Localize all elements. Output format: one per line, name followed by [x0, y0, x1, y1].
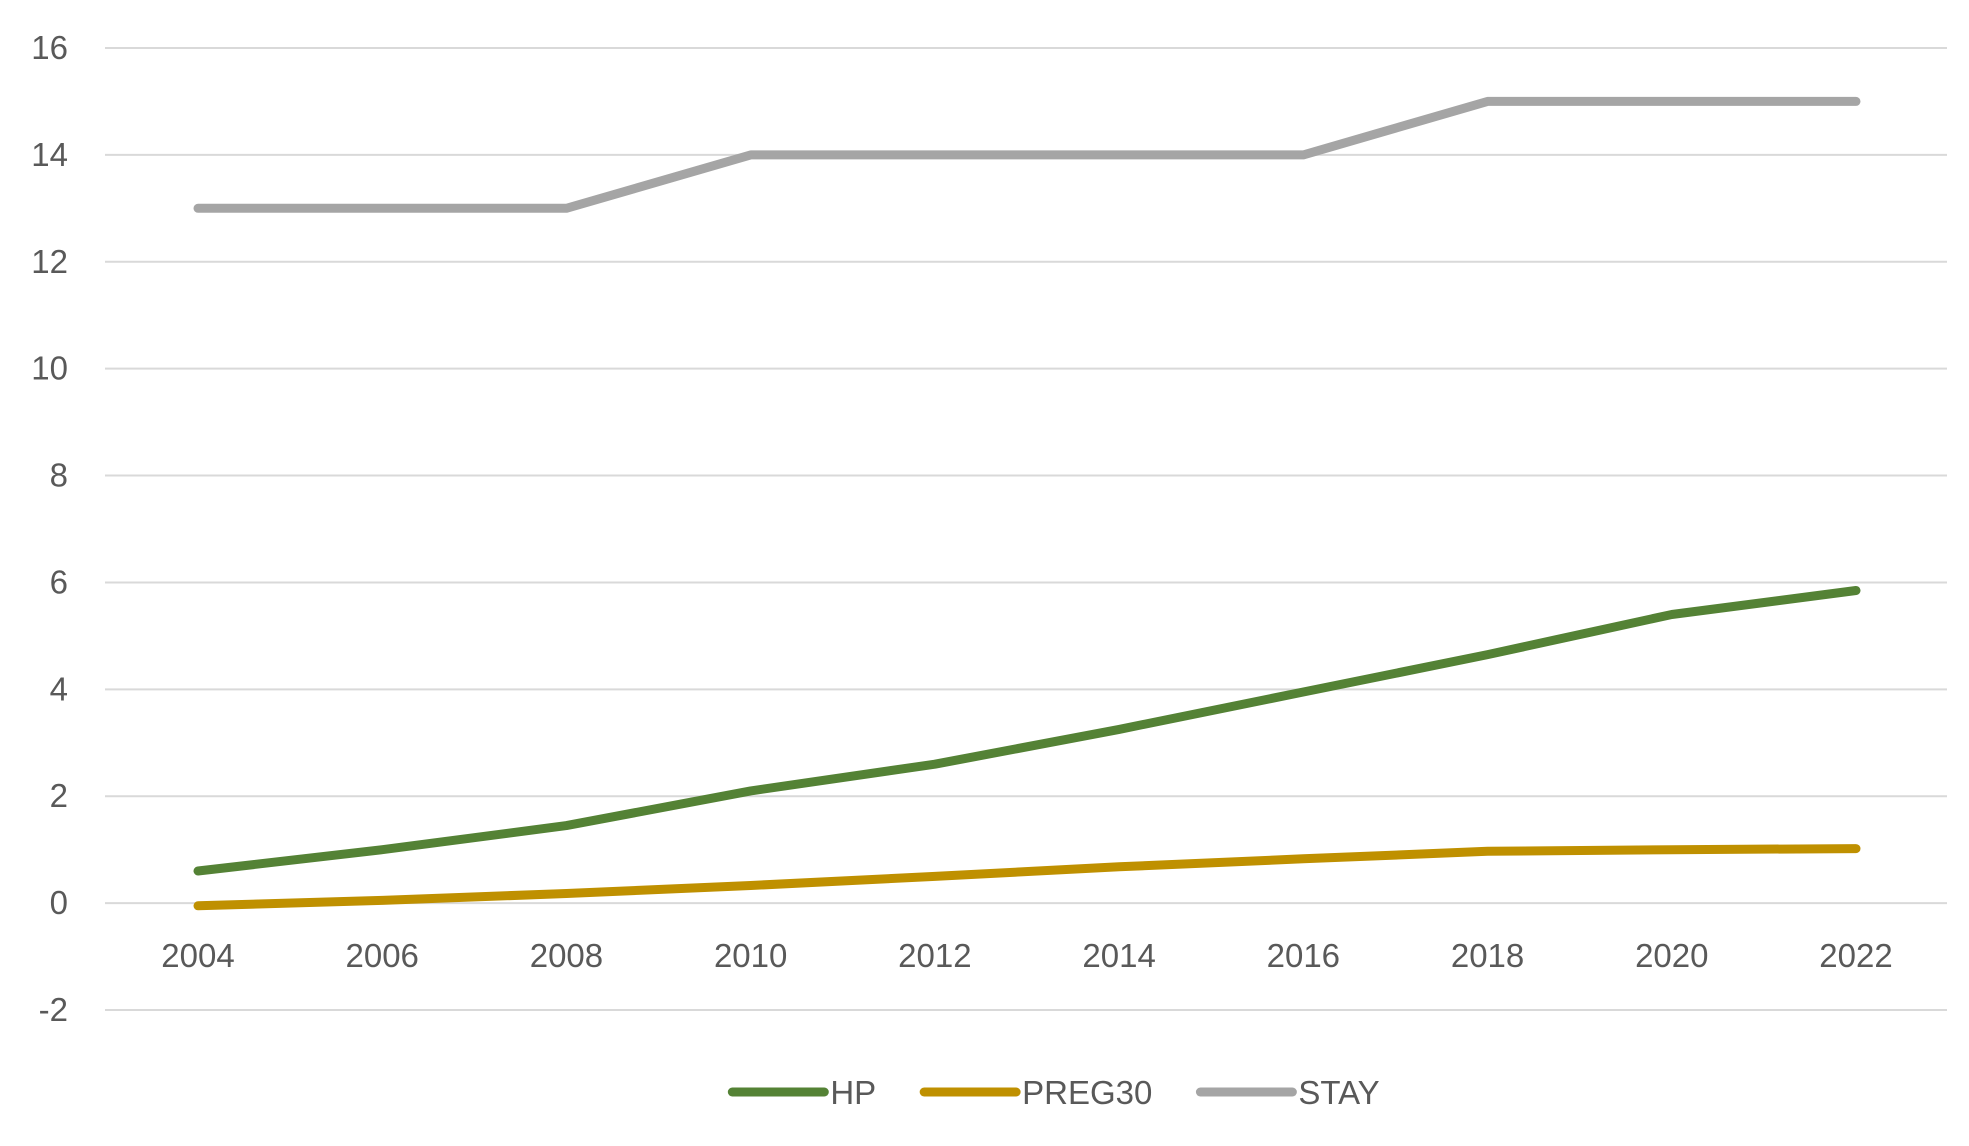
series-line-preg30	[193, 844, 1861, 911]
series-line-hp	[193, 586, 1861, 876]
legend-item-hp: HP	[727, 1074, 876, 1111]
y-tick-label: 8	[50, 457, 68, 494]
y-axis-tick-labels: -2 0 2 4 6 8 10 12 14 16	[31, 29, 68, 1028]
y-tick-label: -2	[39, 991, 68, 1028]
x-axis-tick-labels: 2004 2006 2008 2010 2012 2014 2016 2018 2020 2022	[161, 937, 1892, 974]
x-tick-label: 2020	[1635, 937, 1708, 974]
y-tick-label: 4	[50, 670, 68, 707]
x-tick-label: 2008	[530, 937, 603, 974]
legend-label-preg30: PREG30	[1022, 1074, 1152, 1111]
x-tick-label: 2004	[161, 937, 234, 974]
x-tick-label: 2012	[898, 937, 971, 974]
y-tick-label: 0	[50, 884, 68, 921]
x-tick-label: 2018	[1451, 937, 1524, 974]
legend-label-hp: HP	[830, 1074, 876, 1111]
x-tick-label: 2016	[1267, 937, 1340, 974]
series-lines	[193, 96, 1861, 911]
y-tick-label: 16	[31, 29, 68, 66]
x-tick-label: 2010	[714, 937, 787, 974]
legend-label-stay: STAY	[1298, 1074, 1379, 1111]
legend-item-stay: STAY	[1195, 1074, 1380, 1111]
gridlines	[105, 47, 1947, 1011]
y-tick-label: 2	[50, 777, 68, 814]
x-tick-label: 2014	[1082, 937, 1155, 974]
y-tick-label: 10	[31, 350, 68, 387]
y-tick-label: 12	[31, 243, 68, 280]
y-tick-label: 14	[31, 136, 68, 173]
legend: HP PREG30 STAY	[727, 1074, 1380, 1111]
x-tick-label: 2022	[1819, 937, 1892, 974]
x-tick-label: 2006	[346, 937, 419, 974]
legend-item-preg30: PREG30	[919, 1074, 1152, 1111]
series-line-stay	[193, 96, 1861, 213]
y-tick-label: 6	[50, 563, 68, 600]
